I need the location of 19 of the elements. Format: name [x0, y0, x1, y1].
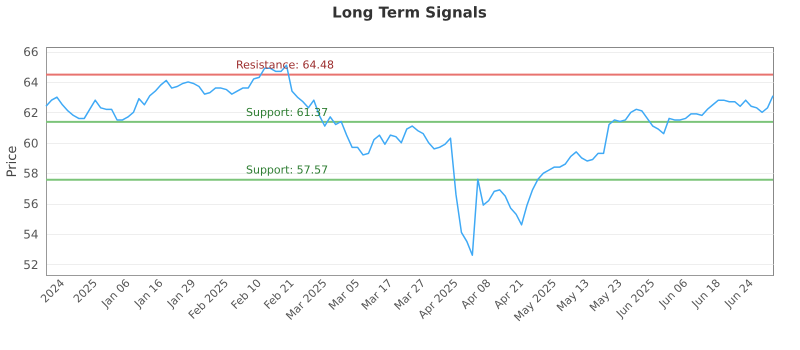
- y-tick-label: 54: [23, 227, 38, 242]
- y-tick-label: 60: [23, 136, 38, 150]
- x-tick-label: Feb 10: [228, 276, 264, 312]
- x-tick-label: Jun 18: [688, 276, 724, 311]
- x-tick-label: Jun 24: [721, 276, 756, 311]
- x-tick-label: Apr 08: [458, 276, 494, 312]
- x-tick-label: Jan 06: [98, 276, 133, 311]
- y-tick-label: 64: [23, 75, 38, 90]
- x-tick-label: Jun 06: [656, 276, 690, 311]
- y-axis-title: Price: [5, 146, 20, 178]
- ref-line-label: Resistance: 64.48: [236, 58, 334, 72]
- y-tick-label: 58: [23, 166, 38, 181]
- y-tick-label: 52: [23, 258, 38, 272]
- y-tick-label: 62: [23, 106, 38, 120]
- y-tick-label: 56: [23, 197, 38, 212]
- chart-title: Long Term Signals: [332, 4, 487, 22]
- y-tick-label: 66: [23, 45, 38, 60]
- ref-line-label: Support: 57.57: [246, 164, 328, 177]
- x-tick-label: Jan 16: [131, 276, 166, 311]
